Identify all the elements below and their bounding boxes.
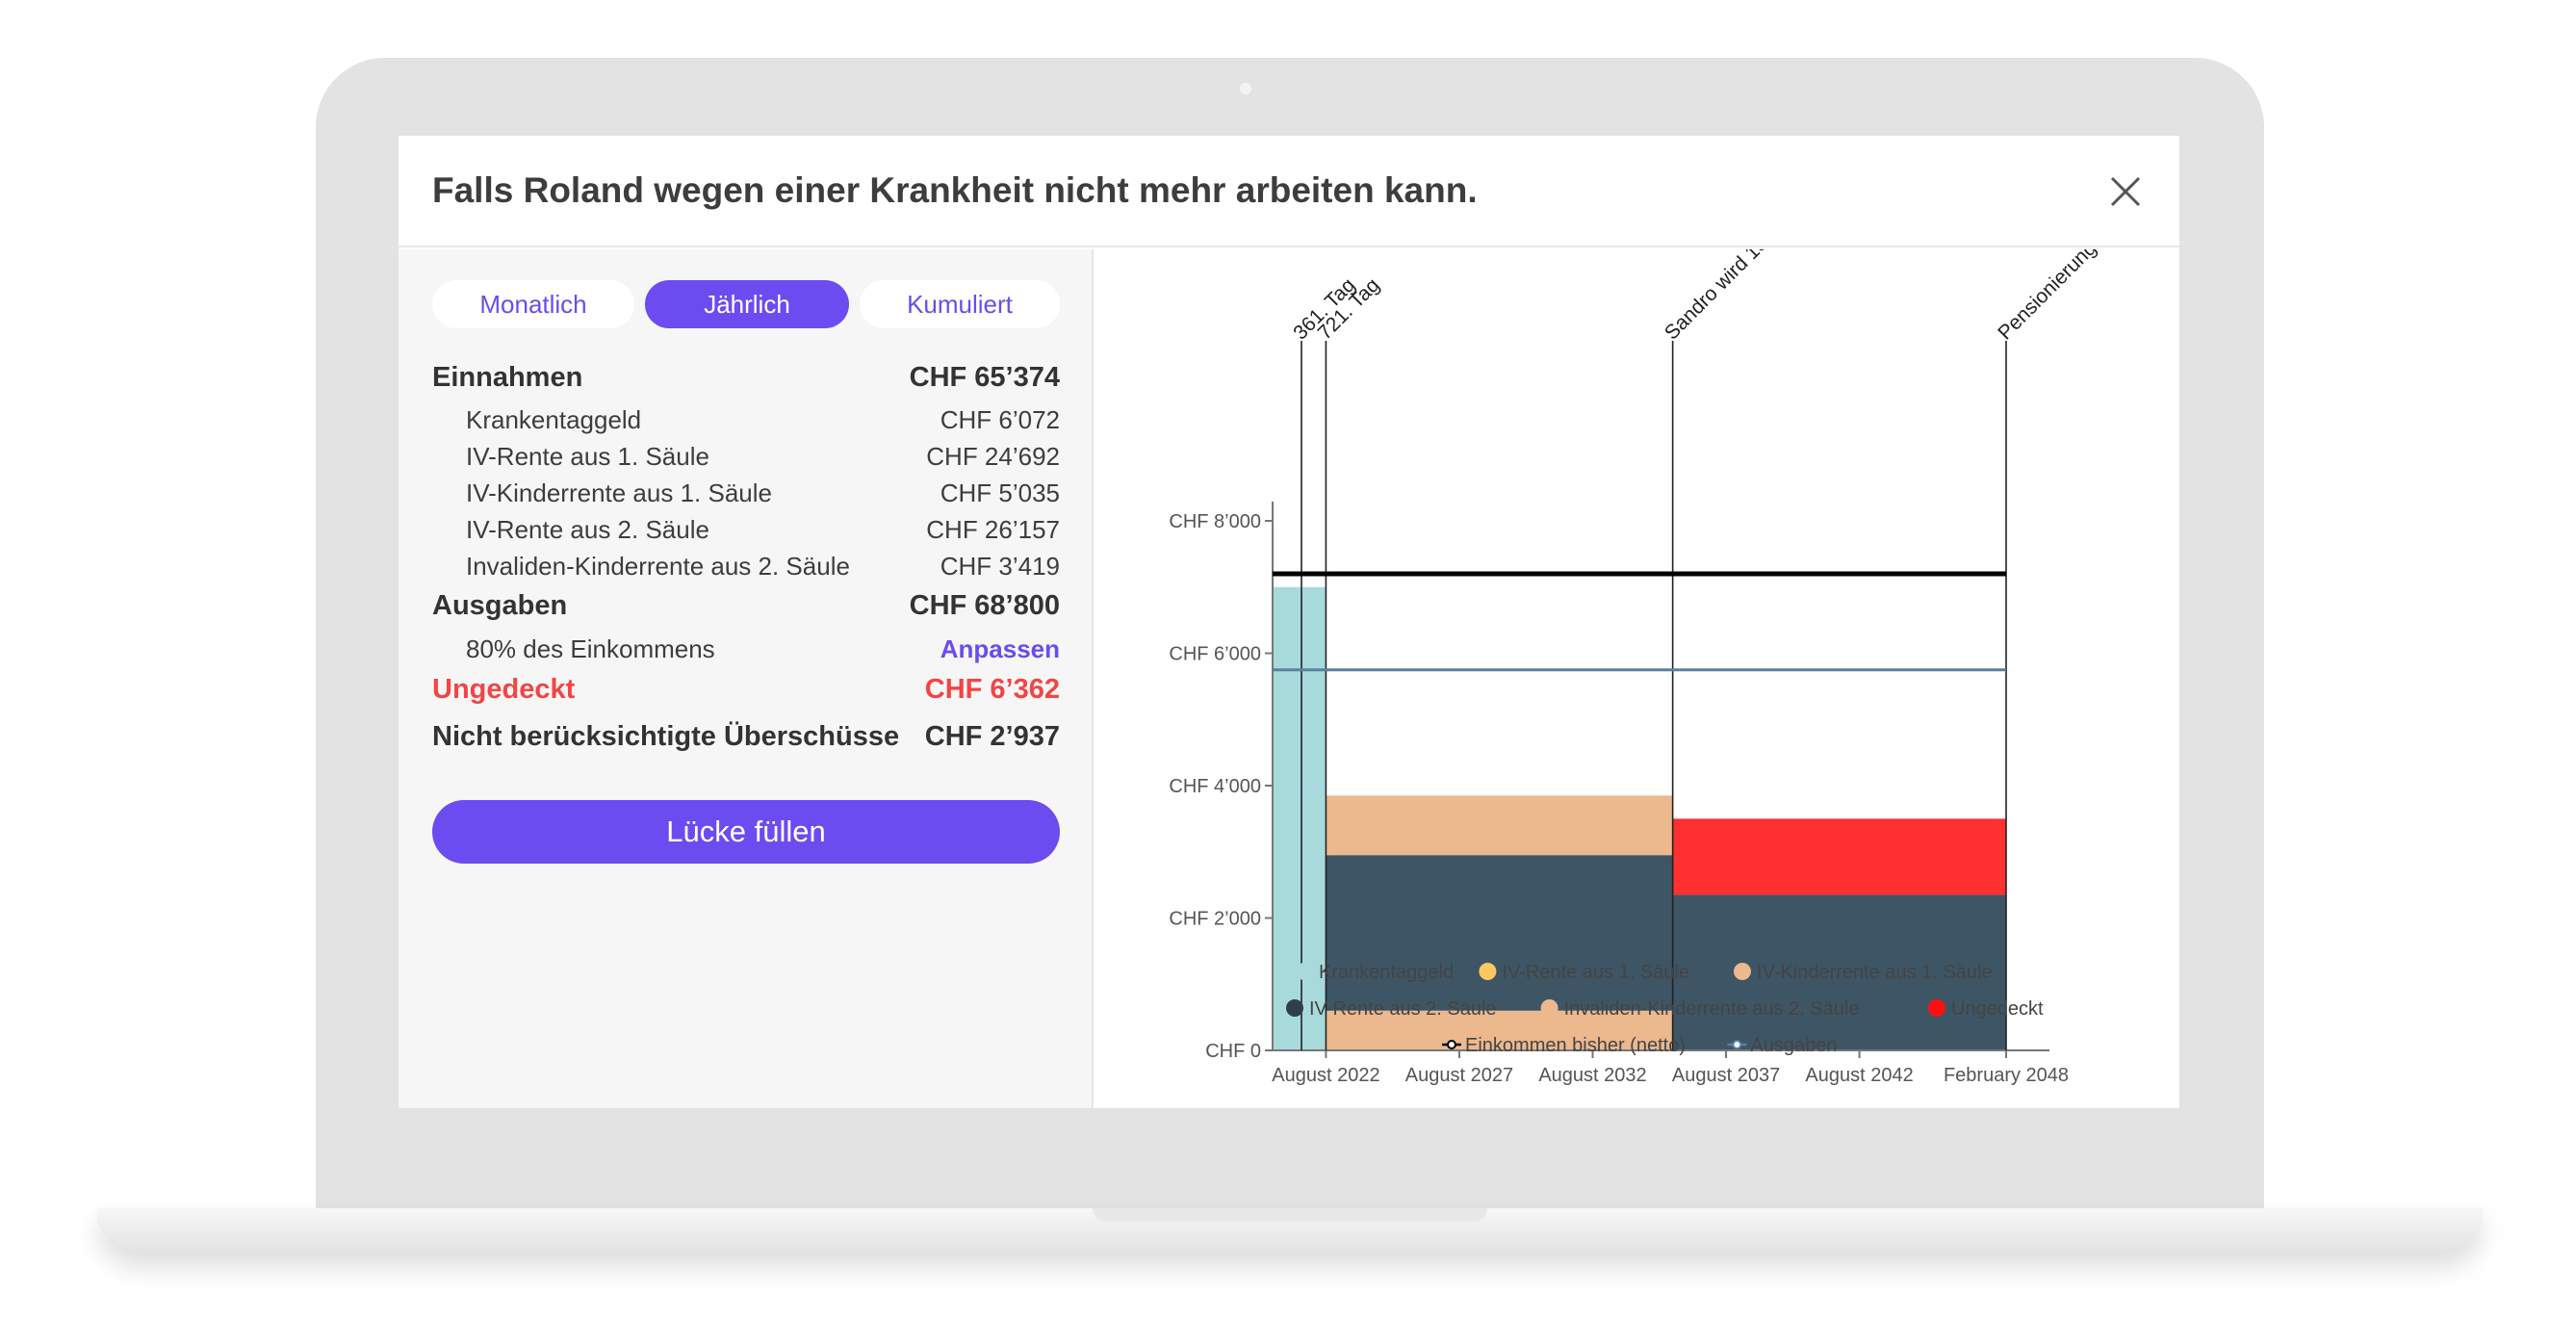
income-item-value: CHF 26’157 — [926, 515, 1060, 544]
y-tick-label: CHF 0 — [1205, 1041, 1261, 1062]
modal-header: Falls Roland wegen einer Krankheit nicht… — [399, 136, 2179, 247]
legend-label: Ausgaben — [1750, 1035, 1837, 1056]
income-item-label: IV-Kinderrente aus 1. Säule — [466, 478, 772, 507]
uncovered-row: Ungedeckt CHF 6’362 — [432, 674, 1060, 706]
chart-bar-segment — [1672, 894, 2006, 1050]
legend-label: Einkommen bisher (netto) — [1465, 1035, 1686, 1056]
coverage-chart: CHF 0 CHF 2’000 CHF 4’000 CHF 6’000 CHF 8’00… — [1169, 188, 2150, 1086]
legend-swatch — [1540, 999, 1558, 1017]
income-row: Einnahmen CHF 65’374 — [432, 362, 1060, 394]
surplus-value: CHF 2’937 — [924, 721, 1060, 752]
close-icon — [2110, 176, 2141, 207]
surplus-label: Nicht berücksichtigte Überschüsse — [432, 721, 900, 752]
income-item: Invaliden-Kinderrente aus 2. Säule CHF 3… — [432, 552, 1060, 582]
event-label: Pensionierung Roland — [1994, 249, 2150, 345]
legend-swatch — [1296, 963, 1313, 980]
income-item-label: Krankentaggeld — [466, 405, 642, 434]
toggle-yearly[interactable]: Jährlich — [645, 280, 849, 328]
legend-swatch — [1447, 1040, 1456, 1049]
fill-gap-button[interactable]: Lücke füllen — [432, 800, 1060, 864]
y-tick-label: CHF 2’000 — [1169, 909, 1261, 930]
toggle-monthly[interactable]: Monatlich — [432, 280, 634, 328]
modal-dialog: Falls Roland wegen einer Krankheit nicht… — [399, 136, 2179, 1108]
chart-bar-segment — [1326, 855, 1673, 1011]
legend-label: Ungedeckt — [1951, 998, 2044, 1020]
legend-label: IV-Rente aus 2. Säule — [1309, 998, 1497, 1020]
x-tick-label: February 2048 — [1944, 1065, 2069, 1086]
uncovered-label: Ungedeckt — [432, 674, 576, 705]
income-item: IV-Kinderrente aus 1. Säule CHF 5’035 — [432, 478, 1060, 508]
income-item-label: IV-Rente aus 1. Säule — [466, 442, 709, 471]
income-value: CHF 65’374 — [909, 362, 1060, 393]
event-label: Sandro wird 18 — [1661, 249, 1772, 345]
uncovered-value: CHF 6’362 — [924, 674, 1060, 705]
legend-swatch — [1479, 963, 1497, 980]
x-tick-label: August 2027 — [1405, 1065, 1513, 1086]
income-label: Einnahmen — [432, 362, 583, 393]
legend-label: Krankentaggeld — [1319, 962, 1454, 983]
toggle-cumulative[interactable]: Kumuliert — [860, 280, 1060, 328]
chart-bar-segment — [1672, 818, 2006, 895]
legend-swatch — [1928, 999, 1945, 1017]
summary-panel: Monatlich Jährlich Kumuliert Einnahmen C… — [399, 249, 1094, 1108]
camera-icon — [1240, 83, 1251, 94]
adjust-link[interactable]: Anpassen — [940, 634, 1060, 663]
y-tick-label: CHF 8’000 — [1169, 511, 1261, 532]
period-toggle: Monatlich Jährlich Kumuliert — [432, 280, 1060, 328]
income-item-value: CHF 3’419 — [940, 552, 1060, 581]
income-item: Krankentaggeld CHF 6’072 — [432, 405, 1060, 435]
x-tick-label: August 2037 — [1672, 1065, 1780, 1086]
x-tick-label: August 2032 — [1538, 1065, 1646, 1086]
chart-bar-segment — [1326, 795, 1673, 856]
income-item: IV-Rente aus 2. Säule CHF 26’157 — [432, 515, 1060, 545]
expenses-value: CHF 68’800 — [909, 590, 1060, 621]
chart-bar-segment — [1326, 1010, 1673, 1050]
income-item-value: CHF 24’692 — [926, 442, 1060, 471]
expenses-row: Ausgaben CHF 68’800 — [432, 590, 1060, 622]
y-tick-label: CHF 4’000 — [1169, 776, 1261, 797]
legend-label: IV-Rente aus 1. Säule — [1502, 962, 1689, 983]
income-item-label: IV-Rente aus 2. Säule — [466, 515, 709, 544]
y-tick-label: CHF 6’000 — [1169, 644, 1261, 665]
close-button[interactable] — [2102, 168, 2149, 215]
expenses-label: Ausgaben — [432, 590, 568, 621]
income-item: IV-Rente aus 1. Säule CHF 24’692 — [432, 442, 1060, 472]
modal-title: Falls Roland wegen einer Krankheit nicht… — [432, 170, 1478, 210]
expenses-item: 80% des Einkommens Anpassen — [432, 634, 1060, 664]
income-item-value: CHF 5’035 — [940, 478, 1060, 507]
laptop-notch — [1093, 1208, 1487, 1222]
expenses-item-label: 80% des Einkommens — [466, 634, 715, 663]
legend-label: Invaliden-Kinderrente aus 2. Säule — [1564, 998, 1860, 1020]
income-item-label: Invaliden-Kinderrente aus 2. Säule — [466, 552, 850, 581]
surplus-row: Nicht berücksichtigte Überschüsse CHF 2’… — [432, 721, 1060, 753]
legend-swatch — [1732, 1040, 1742, 1049]
legend-label: IV-Kinderrente aus 1. Säule — [1757, 962, 1993, 983]
x-tick-label: August 2042 — [1805, 1065, 1913, 1086]
chart-panel: CHF 0 CHF 2’000 CHF 4’000 CHF 6’000 CHF 8’00… — [1095, 188, 2179, 1108]
income-item-value: CHF 6’072 — [940, 405, 1060, 434]
legend-swatch — [1286, 999, 1303, 1017]
x-tick-label: August 2022 — [1272, 1065, 1379, 1086]
legend-swatch — [1734, 963, 1751, 980]
